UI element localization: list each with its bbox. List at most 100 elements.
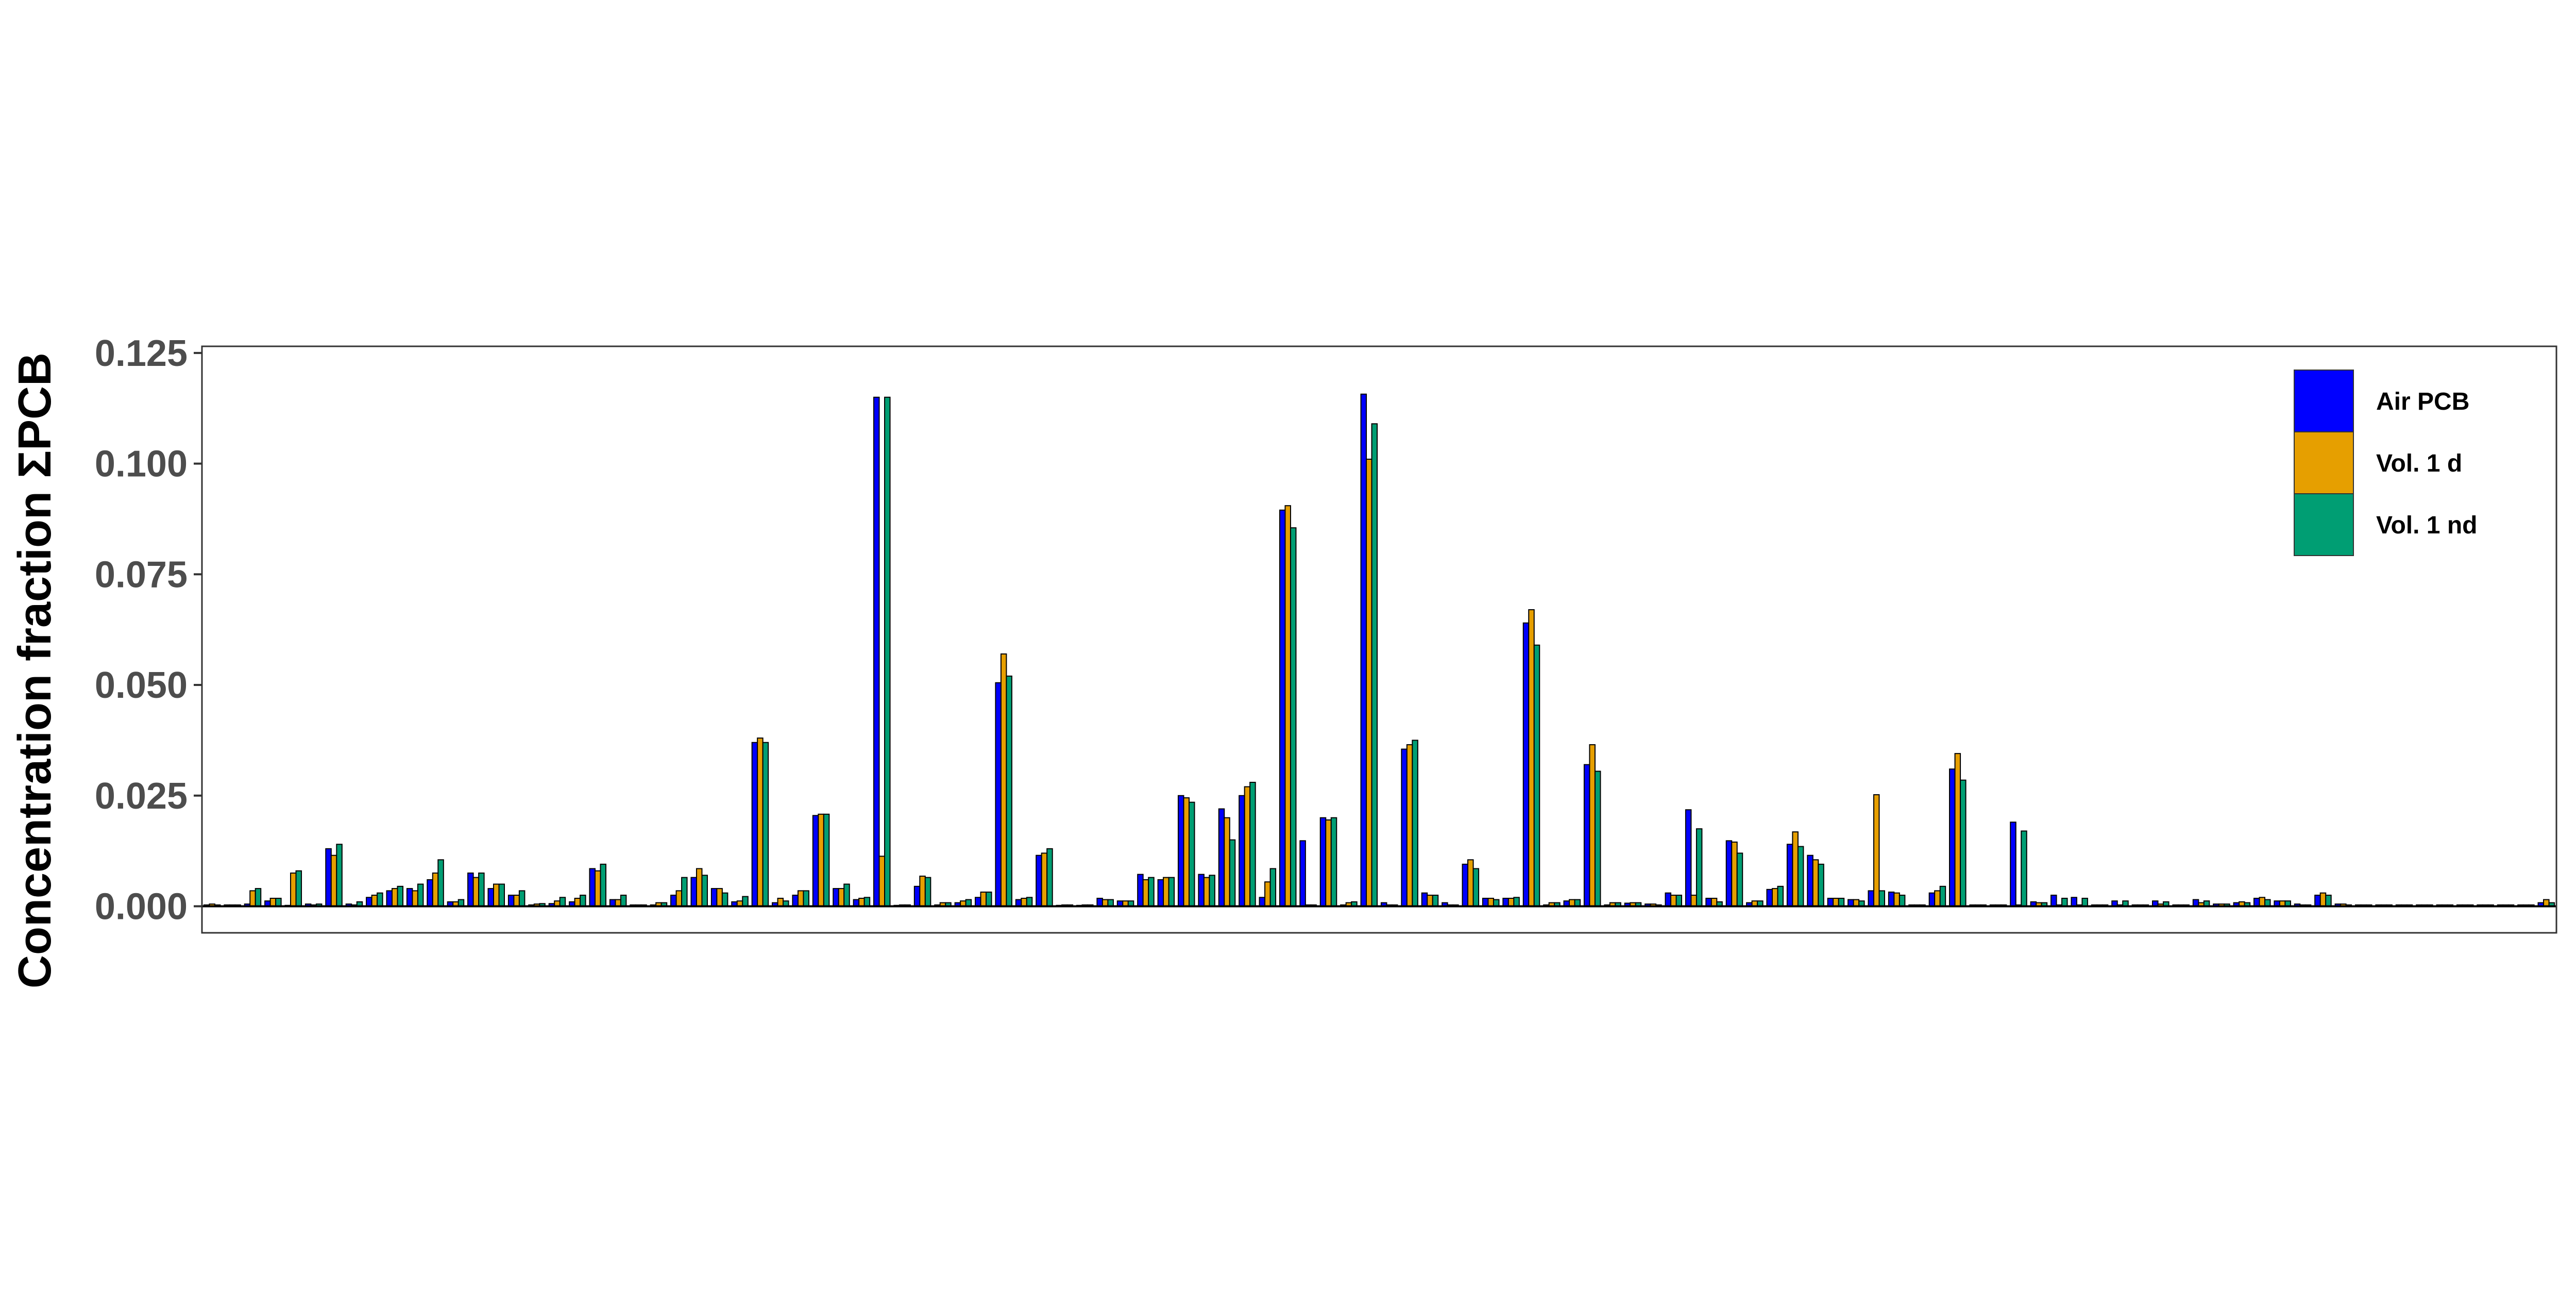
bar <box>792 895 799 907</box>
legend-key <box>2294 493 2354 556</box>
bar <box>2071 897 2077 907</box>
legend-key <box>2294 370 2354 432</box>
bar <box>980 891 987 907</box>
bar <box>884 396 891 907</box>
bar <box>721 892 728 907</box>
bar <box>1360 393 1367 907</box>
legend-label: Vol. 1 nd <box>2376 512 2477 539</box>
bar <box>1827 898 1834 907</box>
bar <box>1710 898 1718 907</box>
bar <box>1264 881 1271 907</box>
bar <box>751 742 758 907</box>
bar <box>1812 859 1819 907</box>
bar <box>493 883 500 907</box>
bar <box>1696 828 1703 907</box>
bar <box>2021 830 2027 907</box>
bar <box>1462 863 1469 907</box>
bar <box>1026 897 1033 907</box>
bar <box>1096 898 1103 907</box>
legend-label: Air PCB <box>2376 388 2469 415</box>
bar <box>1366 459 1372 907</box>
bar <box>710 888 718 907</box>
bar <box>406 888 413 907</box>
bar <box>1928 892 1936 907</box>
bar <box>681 877 688 907</box>
bar <box>1203 877 1210 907</box>
bar <box>803 890 809 907</box>
bar <box>1665 892 1671 907</box>
bar <box>1249 781 1256 907</box>
bar <box>1939 885 1946 907</box>
bar <box>812 815 819 907</box>
bar <box>1299 840 1306 907</box>
bar <box>1000 653 1007 907</box>
bar <box>1818 863 1824 907</box>
bar <box>325 848 332 907</box>
bar <box>437 859 444 907</box>
bar <box>412 890 418 907</box>
bar <box>1675 895 1683 907</box>
bar <box>295 870 302 907</box>
bar <box>1218 808 1225 907</box>
bar <box>1533 644 1540 907</box>
bar <box>2050 895 2057 907</box>
bar <box>1878 890 1885 907</box>
bar <box>1472 868 1480 907</box>
bar <box>986 891 992 907</box>
bar <box>518 890 526 907</box>
bar <box>1198 874 1205 907</box>
bar <box>1183 797 1190 907</box>
bar <box>670 895 677 907</box>
plot-panel-border <box>201 345 2557 934</box>
bar <box>427 879 433 907</box>
bar <box>507 895 515 907</box>
bar <box>1021 898 1027 907</box>
bar <box>838 888 845 907</box>
bar <box>1259 897 1266 907</box>
bar <box>366 897 372 907</box>
bar <box>757 737 764 907</box>
bar <box>392 888 398 907</box>
bar <box>878 856 886 907</box>
bar <box>823 813 830 907</box>
bar <box>397 885 404 907</box>
bar <box>513 895 520 907</box>
y-tick-label: 0.125 <box>95 333 188 374</box>
bar <box>1325 819 1332 907</box>
bar <box>2314 895 2321 907</box>
bar <box>1766 888 1773 907</box>
bar <box>1797 846 1804 907</box>
bar <box>1229 839 1236 907</box>
bar <box>1284 505 1291 907</box>
bar <box>1771 888 1778 907</box>
bar <box>1670 895 1677 907</box>
bar <box>249 890 256 907</box>
bar <box>498 883 505 907</box>
bar <box>559 897 566 907</box>
bar <box>1838 898 1845 907</box>
bar <box>290 873 297 907</box>
bar <box>1731 841 1738 907</box>
bar <box>1467 859 1474 907</box>
bar <box>2010 821 2016 907</box>
bar <box>269 898 277 907</box>
bar <box>1777 885 1784 907</box>
bar <box>858 898 865 907</box>
bar <box>1949 768 1956 907</box>
bar <box>1736 852 1743 907</box>
bar <box>1269 868 1277 907</box>
y-axis: 0.000 0.025 0.050 0.075 0.100 0.125 <box>95 333 202 927</box>
legend-label: Vol. 1 d <box>2376 450 2462 477</box>
bar <box>487 888 494 907</box>
bar <box>1792 831 1799 907</box>
bar <box>600 863 606 907</box>
bar <box>701 875 708 907</box>
bar <box>330 854 337 907</box>
bar <box>580 895 586 907</box>
bar <box>574 898 581 907</box>
bar <box>2325 895 2332 907</box>
bar <box>742 896 749 907</box>
bar <box>1873 794 1880 907</box>
